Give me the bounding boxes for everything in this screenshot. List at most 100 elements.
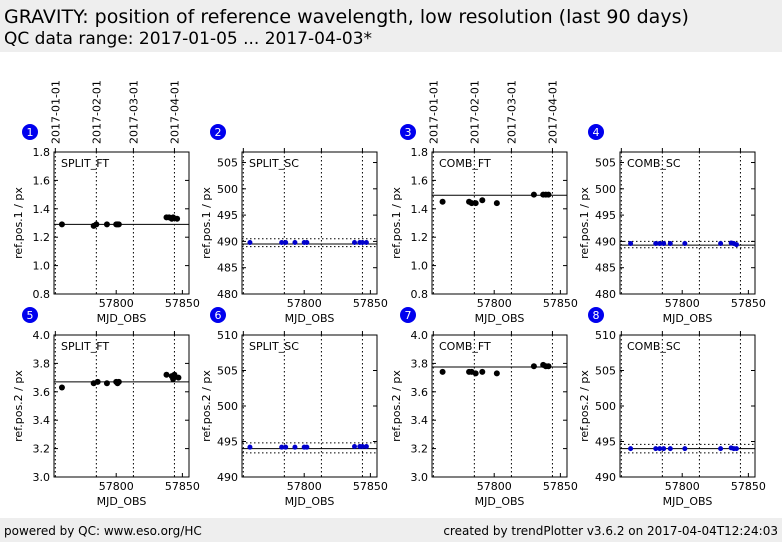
plot-2-y-tick-label: 500 (217, 183, 238, 196)
plot-6-y-tick-label: 495 (217, 436, 238, 449)
plot-6-y-tick-label: 500 (217, 400, 238, 413)
plot-8-axes-frame (619, 334, 756, 478)
plot-5-data-point (175, 374, 182, 381)
plot-4-badge-circle (588, 124, 604, 140)
plot-8-y-tick-label: 500 (595, 400, 616, 413)
plot-5-data-point (94, 378, 101, 385)
plot-4-badge-number: 4 (593, 126, 600, 139)
plot-8-x-tick-label: 57850 (731, 480, 766, 493)
plot-8-data-point (653, 446, 659, 452)
plot-3-y-tick-label: 0.8 (411, 288, 429, 301)
plot-6-data-point (359, 443, 365, 449)
page-title: GRAVITY: position of reference wavelengt… (4, 6, 689, 28)
plot-5-data-point (58, 384, 65, 391)
plot-2-y-tick-label: 490 (217, 235, 238, 248)
plot-5-axes-frame (53, 334, 190, 478)
powered-by-text: powered by QC: www.eso.org/HC (4, 524, 202, 538)
plot-7-y-tick-label: 3.2 (411, 443, 429, 456)
plot-7-y-tick-label: 3.4 (411, 414, 429, 427)
plot-6-panel-label: SPLIT_SC (249, 340, 299, 353)
plot-3-date-tick-label: 2017-02-01 (468, 80, 481, 144)
plot-6-data-point (363, 443, 369, 449)
plot-4-axes-frame (619, 151, 756, 295)
plot-2-y-tick-label: 505 (217, 157, 238, 170)
plot-2-y-tick-label: 485 (217, 262, 238, 275)
plot-3-panel-label: COMB_FT (439, 157, 491, 170)
plot-7-y-axis-label: ref.pos.2 / px (390, 370, 403, 442)
plot-1-panel-label: SPLIT_FT (61, 157, 109, 170)
plot-3-data-point (479, 197, 486, 204)
plot-2-y-tick-label: 495 (217, 209, 238, 222)
plot-6-data-point (279, 444, 285, 450)
plot-3-axes-frame (431, 151, 568, 295)
plot-8-y-tick-label: 505 (595, 365, 616, 378)
plot-5-y-tick-label: 4.0 (33, 329, 51, 342)
plot-1-date-tick-label: 2017-04-01 (168, 80, 181, 144)
plot-6-y-tick-label: 490 (217, 471, 238, 484)
plot-8-badge-circle (588, 307, 604, 323)
plot-8-data-point (657, 446, 663, 452)
plot-2-x-axis-label: MJD_OBS (285, 312, 335, 325)
plot-1-badge-circle (22, 124, 38, 140)
plot-7-axes-frame (431, 334, 568, 478)
plot-1-date-tick-label: 2017-01-01 (49, 80, 62, 144)
plot-5-y-tick-label: 3.6 (33, 386, 51, 399)
plot-1-y-tick-label: 1.0 (33, 260, 51, 273)
plot-8-badge-number: 8 (593, 309, 600, 322)
plot-1-y-tick-label: 0.8 (33, 288, 51, 301)
plot-1-x-tick-label: 57850 (165, 297, 200, 310)
plot-6-badge-number: 6 (215, 309, 222, 322)
plot-8-x-tick-label: 57800 (665, 480, 700, 493)
plot-6-x-tick-label: 57800 (287, 480, 322, 493)
plot-8-data-point (733, 446, 739, 452)
plot-7-panel-label: COMB_FT (439, 340, 491, 353)
plot-3-data-point (439, 198, 446, 205)
plot-2-y-tick-label: 480 (217, 288, 238, 301)
plot-5-y-tick-label: 3.2 (33, 443, 51, 456)
page-footer: powered by QC: www.eso.org/HC created by… (0, 518, 782, 542)
plot-4-data-point (682, 241, 688, 247)
plot-3-data-point (493, 200, 500, 207)
plot-5-data-point (103, 380, 110, 387)
plot-4-data-point (657, 241, 663, 247)
plot-6-y-tick-label: 510 (217, 329, 238, 342)
plot-4-data-point (661, 241, 667, 247)
plot-7-y-tick-label: 3.0 (411, 471, 429, 484)
plot-4-data-point (653, 241, 659, 247)
plot-7-data-point (479, 368, 486, 375)
plot-1-data-point (115, 221, 122, 228)
plot-4-y-tick-label: 485 (595, 262, 616, 275)
plot-5-panel-label: SPLIT_FT (61, 340, 109, 353)
plot-1-badge-number: 1 (27, 126, 34, 139)
plot-3-badge-circle (400, 124, 416, 140)
plot-3-date-tick-label: 2017-03-01 (505, 80, 518, 144)
page-header: GRAVITY: position of reference wavelengt… (0, 0, 782, 52)
plot-1-date-tick-label: 2017-02-01 (90, 80, 103, 144)
plot-8-y-tick-label: 495 (595, 436, 616, 449)
plot-1-data-point (103, 221, 110, 228)
plot-2-data-point (279, 239, 285, 245)
plot-7-x-tick-label: 57800 (477, 480, 512, 493)
plot-6-x-axis-label: MJD_OBS (285, 495, 335, 508)
plot-2-data-point (283, 239, 289, 245)
plot-8-data-point (682, 446, 688, 452)
plot-2-x-tick-label: 57800 (287, 297, 322, 310)
plot-4-data-point (667, 241, 673, 247)
plot-5-y-axis-label: ref.pos.2 / px (12, 370, 25, 442)
plot-7-data-point (493, 370, 500, 377)
plot-3-y-tick-label: 1.4 (411, 203, 429, 216)
plot-7-data-point (439, 368, 446, 375)
plot-7-y-tick-label: 3.6 (411, 386, 429, 399)
plot-8-panel-label: COMB_SC (627, 340, 681, 353)
plot-7-x-tick-label: 57850 (543, 480, 578, 493)
plot-8-x-axis-label: MJD_OBS (663, 495, 713, 508)
plot-7-y-tick-label: 3.8 (411, 357, 429, 370)
plot-5-x-axis-label: MJD_OBS (97, 495, 147, 508)
plot-1-data-point (174, 215, 181, 222)
plot-1-y-tick-label: 1.2 (33, 231, 51, 244)
plot-6-data-point (292, 444, 298, 450)
plot-2-badge-circle (210, 124, 226, 140)
plot-3-data-point (472, 200, 479, 207)
plot-1-date-tick-label: 2017-03-01 (127, 80, 140, 144)
plot-7-data-point (472, 370, 479, 377)
